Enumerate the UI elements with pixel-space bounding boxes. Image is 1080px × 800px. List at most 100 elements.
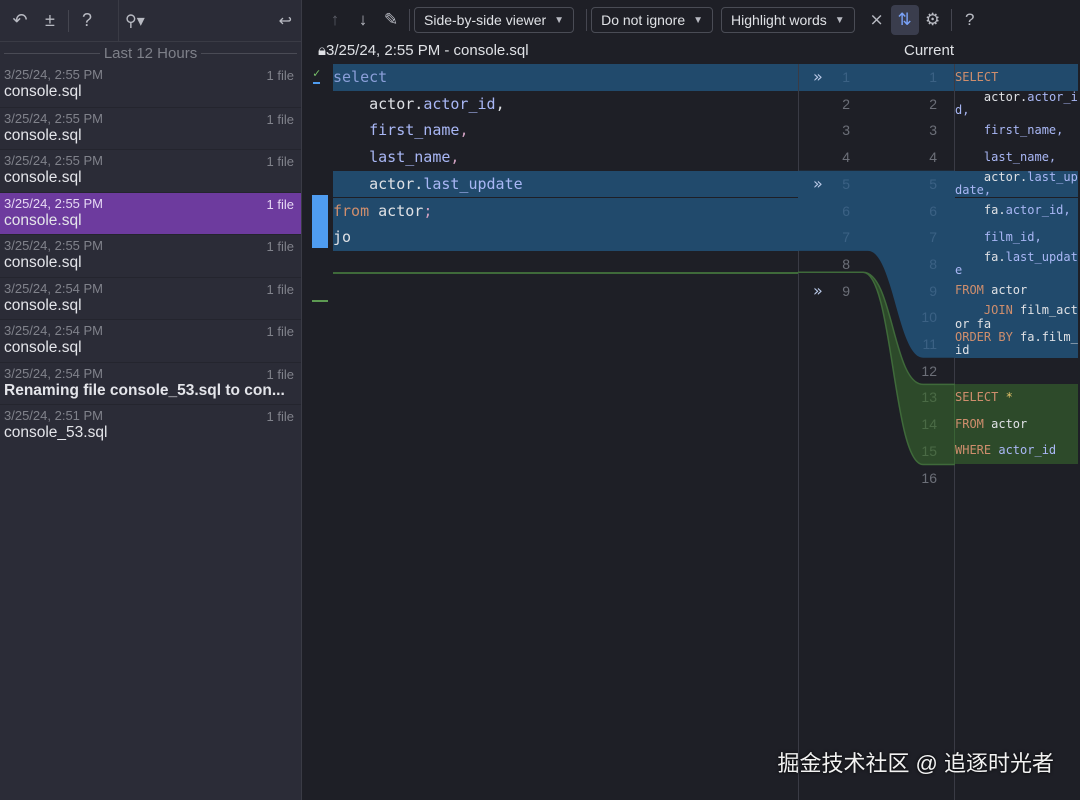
- revision-name: console.sql: [4, 169, 82, 186]
- revision-time: 3/25/24, 2:55 PM: [4, 153, 104, 168]
- left-code-line: first_name,: [333, 117, 798, 144]
- revision-name: console.sql: [4, 126, 82, 144]
- insert-gutter-marker[interactable]: [312, 300, 328, 303]
- revision-time: 3/25/24, 2:54 PM: [4, 280, 104, 296]
- file-count: 1 file: [266, 366, 294, 382]
- diff-editor[interactable]: select actor.actor_id, first_name, last_…: [303, 64, 1080, 800]
- right-line-number: 4: [929, 149, 937, 166]
- help-icon[interactable]: ?: [964, 10, 975, 29]
- right-line-number: 14: [921, 416, 937, 433]
- code-token: last_update: [423, 174, 523, 193]
- code-token: last_name: [333, 148, 451, 167]
- code-token: actor_id,: [1005, 203, 1071, 218]
- revision-item[interactable]: 3/25/24, 2:55 PM 1 file console.sql: [0, 149, 301, 192]
- revision-time: 3/25/24, 2:55 PM: [4, 67, 104, 82]
- left-code-line: select: [333, 64, 798, 91]
- left-line-number: 6: [842, 202, 850, 219]
- revision-item[interactable]: 3/25/24, 2:55 PM 1 file console.sql: [0, 64, 301, 107]
- undo-icon[interactable]: ↶: [12, 10, 28, 30]
- arrow-up-icon[interactable]: ↑: [330, 10, 340, 29]
- watermark: 掘金技术社区 @ 追逐时光者: [777, 751, 1054, 776]
- code-token: ,: [459, 121, 469, 140]
- help-icon[interactable]: ?: [81, 10, 92, 30]
- code-token: first_name,: [955, 123, 1064, 138]
- file-count: 1 file: [266, 281, 294, 297]
- code-token: ;: [423, 201, 433, 220]
- code-token: fa.: [955, 249, 1006, 264]
- revision-name: console.sql: [4, 211, 82, 229]
- right-code-line: JOIN film_actor fa: [955, 304, 1078, 331]
- highlight-dropdown[interactable]: Highlight words ▼: [721, 7, 855, 33]
- right-code-line: first_name,: [955, 117, 1078, 144]
- history-toolbar: ↶ ± ?: [0, 0, 301, 42]
- revision-time: 3/25/24, 2:55 PM: [4, 110, 104, 126]
- code-token: FROM: [955, 416, 984, 431]
- right-code-line: film_id,: [955, 224, 1078, 251]
- code-line-text: film_id,: [955, 230, 1042, 244]
- code-token: actor_id: [991, 443, 1057, 458]
- right-line-number: 1: [929, 69, 937, 85]
- code-line-text: SELECT: [955, 70, 998, 84]
- collapse-icon[interactable]: ⨯: [869, 10, 884, 29]
- divider: [950, 9, 952, 31]
- code-token: SELECT: [955, 390, 999, 405]
- left-line-number: 9: [842, 282, 850, 299]
- revision-item[interactable]: 3/25/24, 2:55 PM 1 file console.sql: [0, 106, 301, 150]
- revision-item[interactable]: 3/25/24, 2:55 PM 1 file console.sql: [0, 234, 301, 277]
- code-line-text: ORDER BY fa.film_id: [955, 330, 1078, 358]
- code-token: last_name,: [955, 149, 1057, 164]
- history-panel: ↶ ± ? ⚲▾ ↩ Last 12 Hours 3/25/24, 2:55 P…: [0, 0, 302, 800]
- code-token: actor: [983, 283, 1028, 298]
- right-code-line: ORDER BY fa.film_id: [955, 330, 1078, 358]
- left-code-line: last_name,: [333, 144, 798, 171]
- insert-marker-line: [333, 272, 798, 275]
- revision-time: 3/25/24, 2:54 PM: [4, 323, 104, 338]
- code-line-text: actor.actor_id,: [955, 90, 1078, 118]
- gear-icon[interactable]: ⚙: [925, 10, 941, 29]
- change-gutter-marker[interactable]: [312, 194, 328, 249]
- plus-minus-icon[interactable]: ±: [45, 10, 55, 30]
- left-line-number: 3: [842, 122, 850, 139]
- left-line-number: 4: [842, 149, 850, 166]
- right-line-number: 6: [929, 202, 937, 219]
- code-line-text: from actor;: [333, 202, 432, 220]
- right-line-number: 8: [929, 255, 937, 272]
- code-token: actor.: [333, 94, 424, 113]
- right-line-number: 10: [921, 309, 937, 326]
- code-token: last_update: [955, 249, 1078, 278]
- sync-scroll-icon[interactable]: ⇅: [890, 5, 919, 35]
- revision-time: 3/25/24, 2:54 PM: [4, 365, 104, 381]
- revision-name: console_53.sql: [4, 424, 108, 441]
- code-line-text: FROM actor: [955, 284, 1027, 297]
- code-line-text: FROM actor: [955, 416, 1028, 431]
- code-line-text: last_name,: [955, 149, 1057, 164]
- edit-icon[interactable]: ✎: [383, 10, 399, 29]
- right-code-line: fa.last_update: [955, 249, 1078, 278]
- revision-name: console.sql: [4, 339, 82, 356]
- search-input[interactable]: ⚲▾ ↩: [118, 0, 302, 42]
- right-code-line: FROM actor: [955, 277, 1078, 305]
- revision-item[interactable]: 3/25/24, 2:54 PM 1 file console.sql: [0, 319, 301, 362]
- right-line-number: 9: [929, 282, 937, 299]
- right-code-line: actor.actor_id,: [955, 90, 1078, 118]
- enter-icon[interactable]: ↩: [278, 13, 292, 30]
- apply-change-icon[interactable]: »: [813, 280, 823, 300]
- file-count: 1 file: [266, 196, 294, 212]
- viewer-dropdown[interactable]: Side-by-side viewer ▼: [414, 7, 575, 33]
- revision-item[interactable]: 3/25/24, 2:55 PM 1 file console.sql: [0, 191, 301, 234]
- revision-item[interactable]: 3/25/24, 2:51 PM 1 file console_53.sql: [0, 404, 301, 447]
- apply-change-icon[interactable]: »: [813, 67, 823, 86]
- revision-item[interactable]: 3/25/24, 2:54 PM 1 file console.sql: [0, 276, 301, 320]
- right-code-line: last_name,: [955, 144, 1078, 171]
- code-token: jo: [333, 228, 352, 247]
- ignore-dropdown[interactable]: Do not ignore ▼: [591, 7, 714, 33]
- divider: [68, 9, 69, 32]
- code-line-text: last_name,: [333, 148, 459, 166]
- revision-list: 3/25/24, 2:55 PM 1 file console.sql 3/25/24…: [0, 64, 301, 447]
- apply-change-icon[interactable]: »: [813, 173, 823, 193]
- revision-item[interactable]: 3/25/24, 2:54 PM 1 file Renaming file cons…: [0, 361, 301, 405]
- code-token: ,: [450, 148, 460, 167]
- code-token: actor: [983, 416, 1028, 431]
- right-line-number: 12: [921, 362, 937, 379]
- arrow-down-icon[interactable]: ↓: [358, 10, 368, 29]
